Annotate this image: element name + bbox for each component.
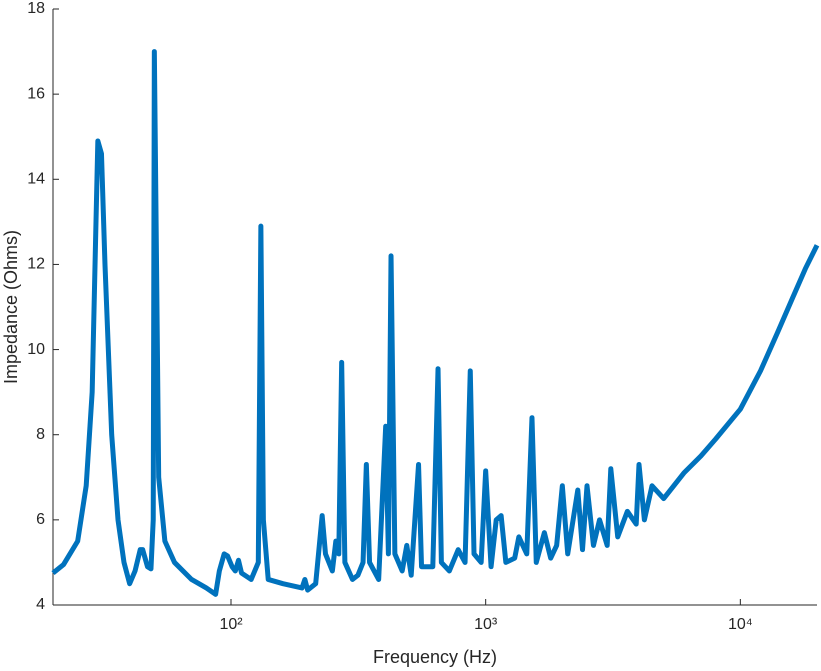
x-axis-label: Frequency (Hz): [373, 647, 497, 667]
y-tick-label: 4: [36, 596, 45, 613]
data-line: [51, 49, 820, 597]
y-tick-label: 10: [27, 341, 45, 358]
y-tick-label: 6: [36, 511, 45, 528]
y-axis-label: Impedance (Ohms): [1, 230, 21, 384]
y-tick-label: 16: [27, 85, 45, 102]
y-tick-label: 14: [27, 171, 45, 188]
y-tick-label: 12: [27, 256, 45, 273]
x-tick-label: 10²: [219, 616, 243, 633]
x-tick-label: 10³: [474, 616, 498, 633]
y-tick-label: 18: [27, 0, 45, 17]
x-tick-label: 10⁴: [728, 616, 753, 633]
y-tick-label: 8: [36, 426, 45, 443]
